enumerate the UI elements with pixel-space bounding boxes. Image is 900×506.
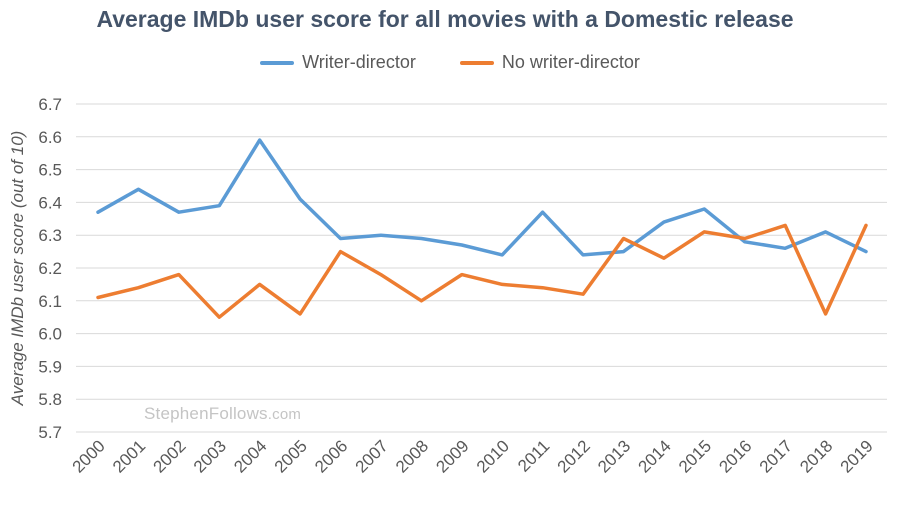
y-tick-label: 5.9 [38, 357, 62, 376]
y-tick-label: 6.0 [38, 325, 62, 344]
y-tick-label: 5.7 [38, 423, 62, 442]
watermark-main: StephenFollows [144, 404, 268, 423]
watermark-suffix: .com [267, 406, 302, 423]
x-tick-label: 2001 [109, 436, 149, 476]
y-tick-label: 6.2 [38, 259, 62, 278]
x-tick-label: 2002 [149, 436, 189, 476]
x-tick-label: 2015 [675, 436, 715, 476]
legend-item-writer-director: Writer-director [260, 52, 416, 73]
y-tick-label: 6.3 [38, 226, 62, 245]
x-tick-label: 2005 [271, 436, 311, 476]
legend-swatch-no-writer-director [459, 60, 494, 65]
x-tick-label: 2011 [514, 436, 553, 475]
x-tick-label: 2000 [69, 436, 109, 476]
y-tick-label: 6.5 [38, 161, 62, 180]
x-tick-label: 2018 [796, 436, 836, 476]
y-tick-label: 6.7 [38, 95, 62, 114]
x-tick-label: 2003 [190, 436, 230, 476]
y-tick-label: 6.4 [38, 193, 62, 212]
legend-label-no-writer-director: No writer-director [501, 52, 640, 72]
legend-swatch-writer-director [260, 60, 295, 65]
legend-label-writer-director: Writer-director [302, 52, 416, 72]
x-tick-label: 2010 [473, 436, 513, 476]
x-tick-label: 2017 [756, 436, 796, 476]
x-tick-labels: 2000 2001 2002 2003 2004 2005 2006 2007 2008 2009… [69, 436, 877, 476]
x-tick-label: 2009 [432, 436, 472, 476]
x-tick-label: 2007 [352, 436, 392, 476]
chart-title: Average IMDb user score for all movies w… [96, 6, 794, 32]
legend-item-no-writer-director: No writer-director [459, 52, 640, 73]
watermark: StephenFollows.com [144, 404, 301, 424]
x-tick-label: 2004 [230, 436, 270, 476]
x-tick-label: 2014 [635, 436, 675, 476]
y-tick-label: 5.8 [38, 390, 62, 409]
x-tick-label: 2006 [311, 436, 351, 476]
legend: Writer-director No writer-director [0, 52, 900, 73]
y-tick-labels: 5.7 5.8 5.9 6.0 6.1 6.2 6.3 6.4 6.5 6.6 6.7 [38, 95, 62, 442]
grid-lines [76, 103, 887, 433]
series-line-no-writer-director [96, 223, 868, 319]
x-tick-label: 2019 [837, 436, 877, 476]
series-lines [96, 138, 868, 319]
x-tick-label: 2016 [715, 436, 755, 476]
x-tick-label: 2012 [554, 436, 594, 476]
x-tick-label: 2013 [594, 436, 634, 476]
x-tick-label: 2008 [392, 436, 432, 476]
y-tick-label: 6.6 [38, 128, 62, 147]
y-tick-label: 6.1 [38, 292, 62, 311]
